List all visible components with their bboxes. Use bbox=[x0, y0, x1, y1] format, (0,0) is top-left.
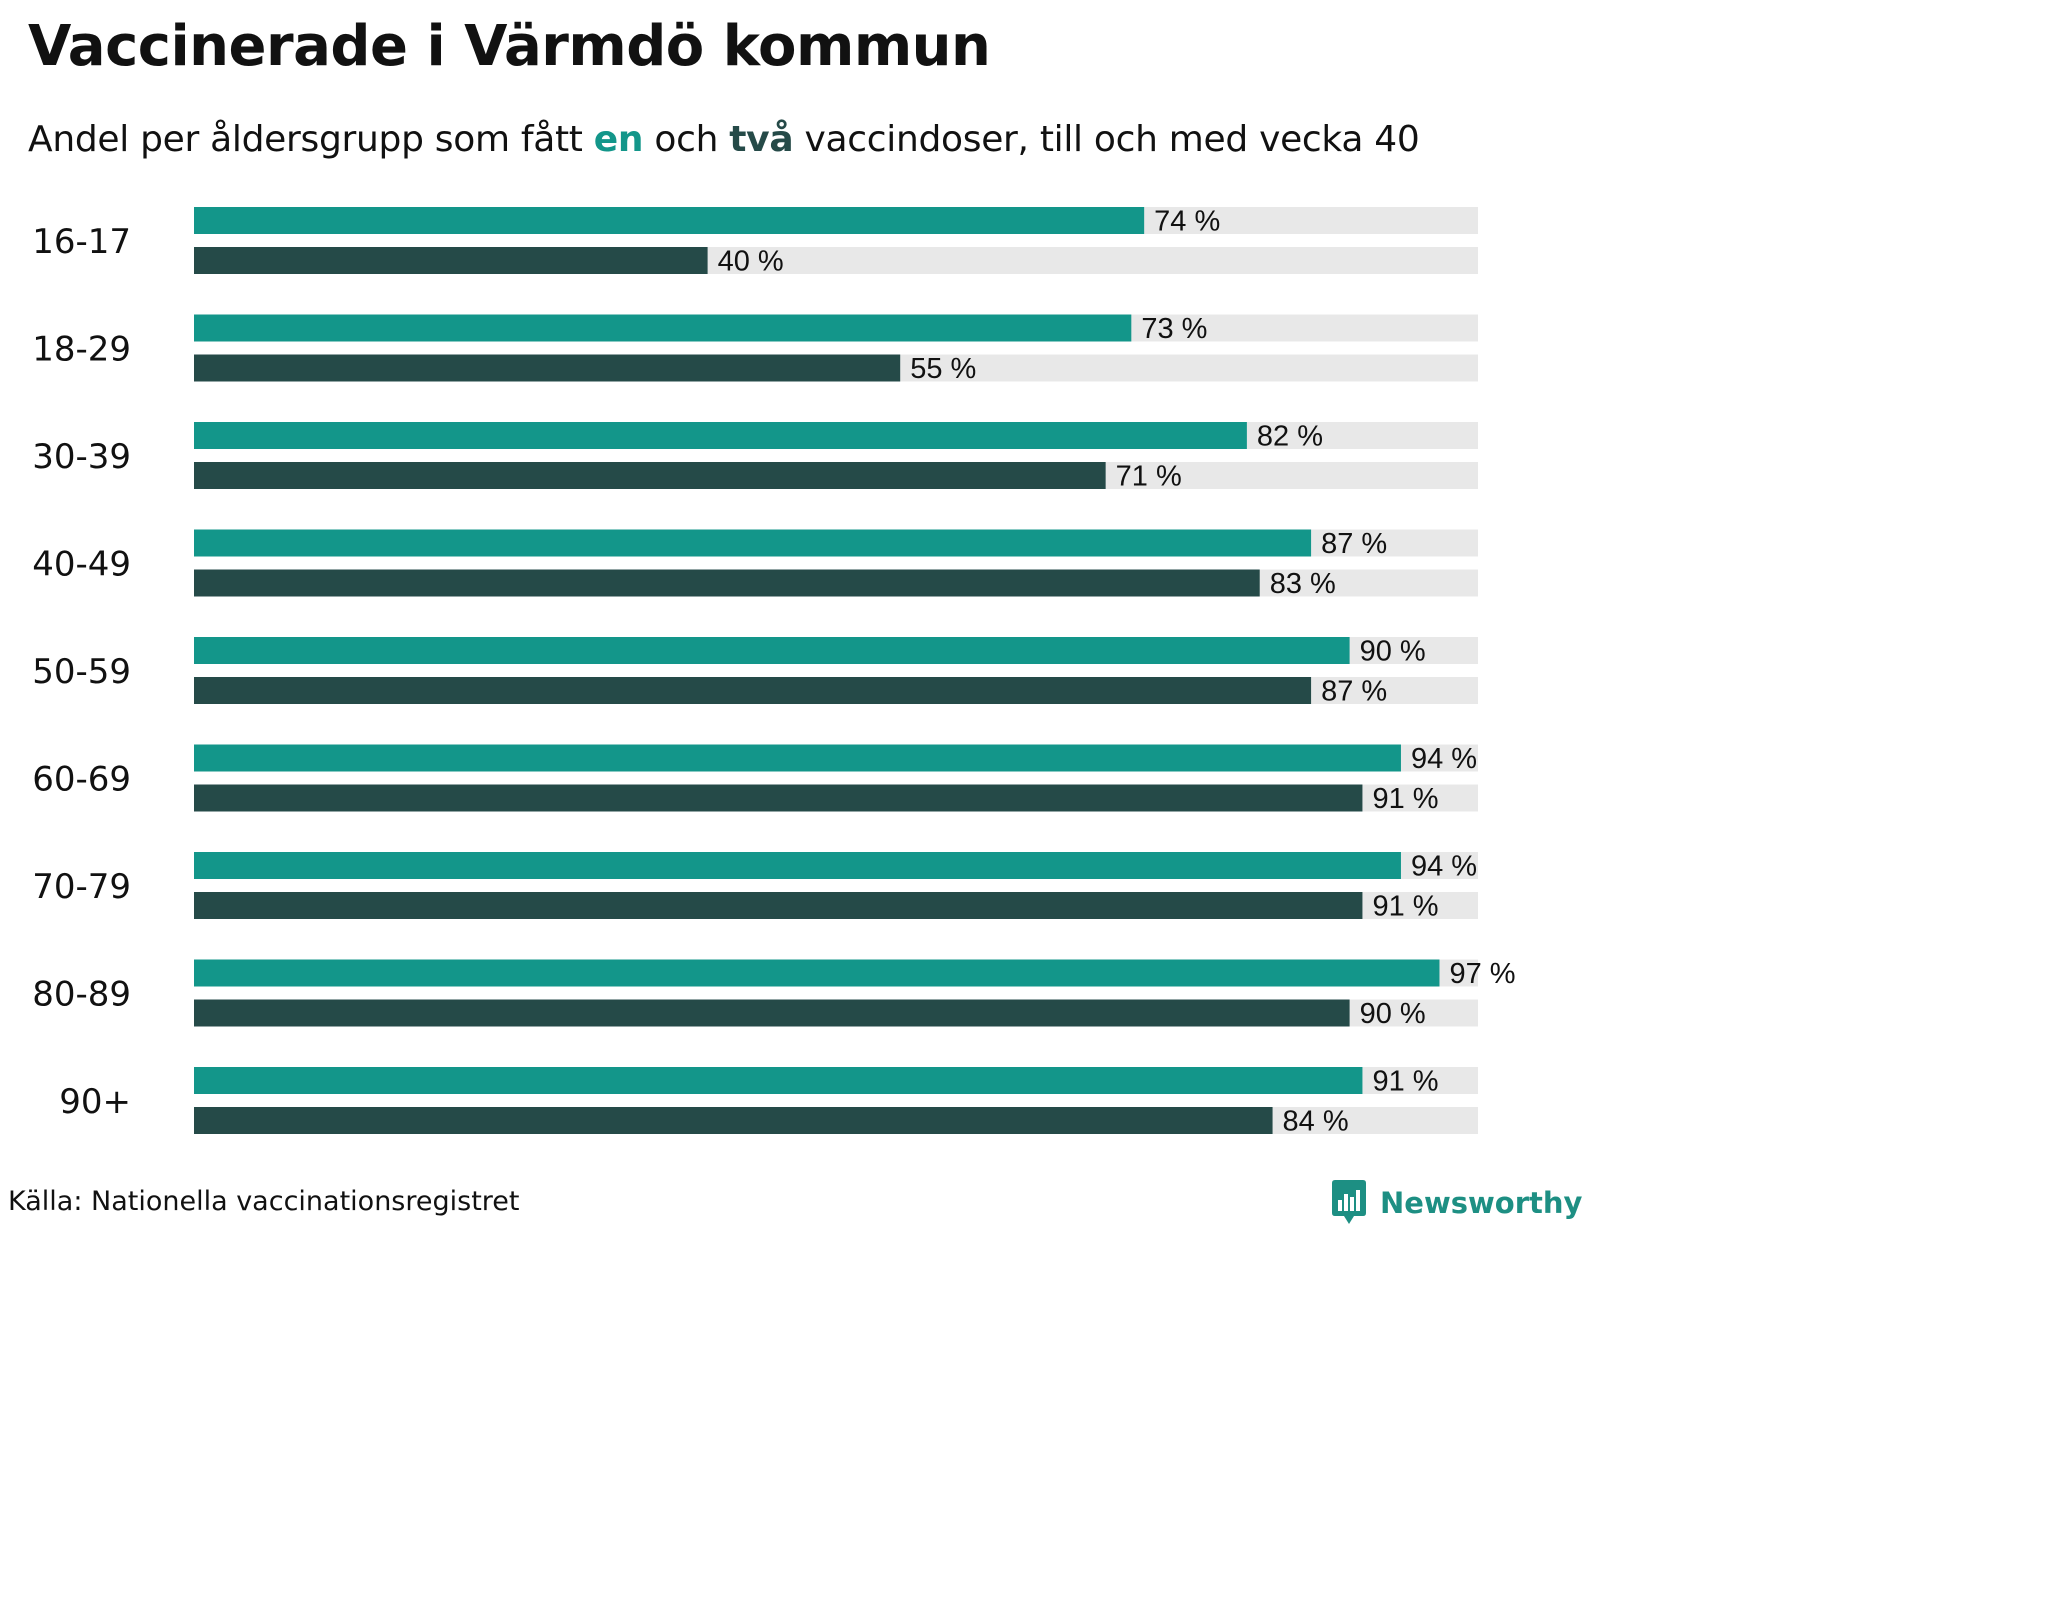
category-label: 90+ bbox=[59, 1082, 131, 1122]
data-label: 83 % bbox=[1270, 568, 1336, 600]
bar-two-doses bbox=[194, 247, 708, 274]
data-label: 90 % bbox=[1360, 998, 1426, 1030]
subtitle-suffix: vaccindoser, till och med vecka 40 bbox=[793, 119, 1420, 160]
chart-subtitle: Andel per åldersgrupp som fått en och tv… bbox=[28, 119, 1420, 160]
chart-title: Vaccinerade i Värmdö kommun bbox=[28, 14, 991, 79]
bar-two-doses bbox=[194, 354, 901, 382]
data-label: 87 % bbox=[1321, 528, 1387, 560]
data-label: 71 % bbox=[1116, 461, 1182, 493]
bar-two-doses bbox=[194, 999, 1350, 1027]
category-label: 50-59 bbox=[32, 652, 131, 692]
bar-two-doses bbox=[194, 892, 1363, 919]
data-label: 40 % bbox=[718, 246, 784, 278]
bar-one-dose bbox=[194, 744, 1401, 772]
data-label: 55 % bbox=[910, 353, 976, 385]
data-label: 94 % bbox=[1411, 743, 1477, 775]
bar-one-dose bbox=[194, 959, 1440, 987]
bar-two-doses bbox=[194, 677, 1312, 704]
source-note: Källa: Nationella vaccinationsregistret bbox=[8, 1186, 520, 1217]
category-label: 30-39 bbox=[32, 437, 131, 477]
category-label: 60-69 bbox=[32, 760, 131, 800]
category-label: 80-89 bbox=[32, 975, 131, 1015]
data-label: 84 % bbox=[1283, 1106, 1349, 1138]
category-label: 18-29 bbox=[32, 330, 131, 370]
data-label: 91 % bbox=[1372, 783, 1438, 815]
bar-one-dose bbox=[194, 314, 1132, 342]
category-label: 70-79 bbox=[32, 867, 131, 907]
subtitle-prefix: Andel per åldersgrupp som fått bbox=[28, 119, 594, 160]
bar-one-dose bbox=[194, 637, 1350, 664]
bar-two-doses bbox=[194, 569, 1260, 597]
data-label: 91 % bbox=[1372, 891, 1438, 923]
data-label: 97 % bbox=[1449, 958, 1515, 990]
bar-one-dose bbox=[194, 529, 1312, 557]
bar-one-dose bbox=[194, 852, 1401, 879]
bar-one-dose bbox=[194, 422, 1247, 449]
bar-two-doses bbox=[194, 784, 1363, 812]
subtitle-keyword-one-dose: en bbox=[593, 119, 644, 160]
brand-name: Newsworthy bbox=[1380, 1186, 1583, 1220]
data-label: 74 % bbox=[1154, 206, 1220, 238]
newsworthy-logo-icon bbox=[1332, 1180, 1366, 1224]
data-label: 73 % bbox=[1141, 313, 1207, 345]
brand-logo: Newsworthy bbox=[1332, 1180, 1582, 1226]
subtitle-mid: och bbox=[643, 119, 730, 160]
bar-two-doses bbox=[194, 462, 1106, 489]
data-label: 82 % bbox=[1257, 421, 1323, 453]
data-label: 87 % bbox=[1321, 676, 1387, 708]
data-label: 91 % bbox=[1372, 1066, 1438, 1098]
subtitle-keyword-two-doses: två bbox=[729, 119, 794, 160]
bar-two-doses bbox=[194, 1107, 1273, 1134]
bar-one-dose bbox=[194, 207, 1145, 234]
category-label: 40-49 bbox=[32, 545, 131, 585]
bar-chart: 16-17 74 % 40 % 18-29 73 % 55 % 30-39 82 % 71 % 4… bbox=[32, 206, 1515, 1138]
data-label: 90 % bbox=[1360, 636, 1426, 668]
data-label: 94 % bbox=[1411, 851, 1477, 883]
bar-one-dose bbox=[194, 1067, 1363, 1094]
category-label: 16-17 bbox=[32, 222, 131, 262]
